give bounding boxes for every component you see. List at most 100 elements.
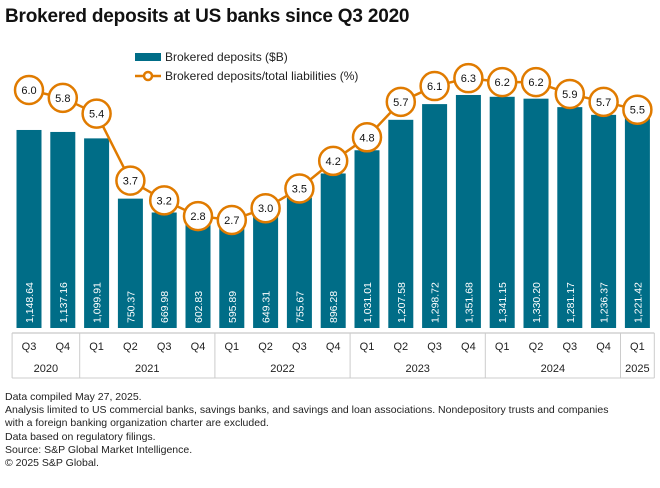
line-marker [622, 94, 653, 125]
bar [185, 224, 211, 328]
x-tick-label: Q2 [393, 341, 408, 353]
line-value-label: 5.4 [89, 109, 104, 121]
bar-value-label: 669.98 [159, 291, 171, 323]
footnote: Source: S&P Global Market Intelligence. [5, 443, 193, 456]
bar [286, 197, 312, 328]
line-marker [385, 86, 417, 118]
x-tick-label: Q1 [630, 341, 645, 353]
x-tick-label: Q3 [562, 341, 577, 353]
bar [50, 131, 76, 328]
line-marker [486, 66, 518, 98]
line-value-label: 2.8 [190, 211, 205, 223]
bar [557, 107, 583, 329]
x-tick-label: Q1 [224, 341, 239, 353]
line-value-label: 3.2 [157, 195, 172, 207]
bar [320, 173, 346, 328]
bar [117, 198, 143, 328]
x-tick-label: Q1 [495, 341, 510, 353]
bar [388, 119, 414, 329]
bar-value-label: 1,330.20 [531, 282, 543, 323]
x-tick-label: Q1 [360, 341, 375, 353]
x-tick-label: Q4 [191, 341, 206, 353]
line-marker [13, 74, 45, 106]
line-marker [351, 122, 383, 153]
bar-value-label: 896.28 [328, 291, 340, 323]
line-value-label: 5.7 [596, 97, 611, 109]
bar [422, 104, 448, 328]
bar-value-label: 755.67 [294, 291, 306, 323]
footnotes: Data compiled May 27, 2025. Analysis lim… [5, 391, 608, 470]
bar-value-label: 649.31 [261, 291, 273, 323]
bar-value-label: 750.37 [125, 291, 137, 323]
bar-value-label: 1,148.64 [24, 282, 36, 323]
bar-value-label: 1,341.15 [497, 282, 509, 323]
year-label: 2021 [135, 363, 159, 375]
line-value-label: 5.5 [630, 105, 645, 117]
bar-value-label: 1,351.68 [463, 282, 475, 323]
legend-bar-label: Brokered deposits ($B) [165, 50, 288, 64]
line-marker [115, 165, 146, 196]
bar-value-label: 602.83 [193, 291, 205, 323]
x-tick-label: Q2 [529, 341, 544, 353]
line-value-label: 3.5 [292, 184, 307, 196]
year-label: 2024 [541, 363, 565, 375]
line-marker [588, 86, 619, 118]
line-marker [47, 82, 79, 114]
year-label: 2022 [270, 363, 294, 375]
line-marker [81, 98, 112, 129]
x-tick-label: Q4 [326, 341, 341, 353]
x-tick-label: Q2 [123, 341, 138, 353]
line-marker [148, 185, 180, 216]
footnote: © 2025 S&P Global. [5, 457, 99, 470]
line-value-label: 6.0 [21, 85, 36, 97]
bar-value-label: 1,281.17 [565, 282, 577, 323]
bar-value-label: 1,298.72 [430, 282, 442, 323]
line-marker [317, 145, 349, 177]
bar-value-label: 1,137.16 [58, 282, 70, 323]
line-value-label: 6.3 [461, 73, 476, 85]
line-value-label: 5.8 [55, 93, 70, 105]
bar [591, 114, 617, 328]
x-tick-label: Q2 [258, 341, 273, 353]
chart-svg: Brokered deposits ($B) Brokered deposits/… [11, 50, 655, 379]
legend-line-marker [142, 70, 154, 82]
line-value-label: 6.1 [427, 81, 442, 93]
x-tick-label: Q1 [89, 341, 104, 353]
bar-value-label: 1,236.37 [599, 282, 611, 323]
footnote: Data based on regulatory filings. [5, 430, 156, 443]
x-tick-label: Q4 [55, 341, 70, 353]
bar [455, 94, 481, 328]
bar [624, 117, 650, 329]
bar [523, 98, 549, 328]
line-value-label: 5.9 [562, 89, 577, 101]
line-marker [284, 173, 315, 204]
x-tick-label: Q3 [22, 341, 37, 353]
bar [354, 150, 380, 328]
footnote: Data compiled May 27, 2025. [5, 391, 142, 403]
line-marker [453, 62, 484, 94]
line-value-label: 2.7 [224, 215, 239, 227]
line-marker [419, 70, 450, 102]
year-label: 2023 [405, 363, 429, 375]
bar-value-label: 1,031.01 [362, 282, 374, 323]
footnote: with a foreign banking organization char… [5, 417, 269, 430]
line-marker [520, 66, 552, 98]
line-marker [554, 78, 586, 110]
x-tick-label: Q4 [596, 341, 611, 353]
line-value-label: 3.0 [258, 203, 273, 215]
legend-line-label: Brokered deposits/total liabilities (%) [165, 69, 358, 83]
bar [219, 225, 245, 328]
bar [489, 96, 515, 329]
footnote: Analysis limited to US commercial banks,… [5, 404, 609, 417]
line-marker [182, 200, 214, 232]
bar [16, 129, 42, 328]
line-value-label: 4.2 [326, 156, 341, 168]
bar [253, 216, 279, 328]
bar-value-label: 595.89 [227, 291, 239, 323]
bar [151, 212, 177, 328]
line-marker [216, 204, 248, 236]
bar-value-label: 1,207.58 [396, 282, 408, 323]
line-value-label: 3.7 [123, 176, 138, 188]
line-value-label: 6.2 [495, 77, 510, 89]
